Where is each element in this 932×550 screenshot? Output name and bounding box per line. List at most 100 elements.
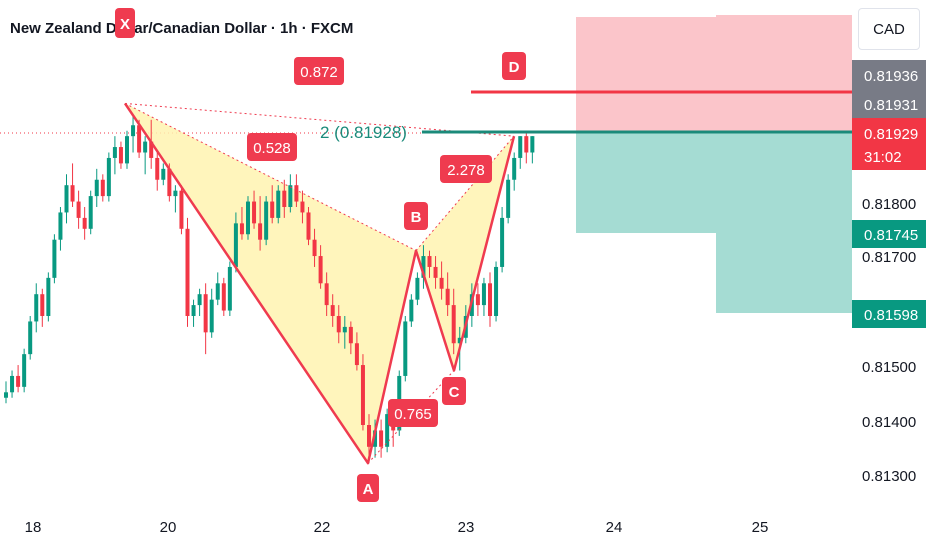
candle-body [439, 277, 444, 289]
x-tick-label: 18 [25, 519, 42, 536]
price-tag-target-1: 0.81745 [852, 220, 926, 248]
candle-body [324, 283, 329, 306]
pattern-triangle-xab [125, 103, 416, 464]
price-axis[interactable]: 0.81800 0.81700 0.81500 0.81400 0.81300 [862, 196, 916, 485]
candle-body [415, 277, 420, 300]
x-tick-label: 22 [314, 519, 331, 536]
candle-body [403, 321, 408, 376]
candle-body [58, 212, 63, 240]
ratio-line-ac [367, 370, 455, 464]
y-tick-label: 0.81800 [862, 196, 916, 213]
candle-body [227, 266, 232, 311]
candle-body [427, 256, 432, 267]
candle-body [288, 185, 293, 207]
candle-body [524, 136, 529, 153]
svg-text:0.528: 0.528 [253, 140, 291, 157]
candle-body [70, 185, 75, 202]
candle-body [22, 354, 27, 387]
candle-body [379, 430, 384, 447]
point-label-b: B [404, 202, 428, 230]
candle-body [330, 305, 335, 316]
candle-body [209, 299, 214, 333]
svg-text:0.81931: 0.81931 [864, 97, 918, 114]
stop-zone-1 [576, 17, 716, 132]
candle-body [258, 223, 263, 240]
candle-body [100, 179, 105, 197]
candle-body [276, 190, 281, 218]
candle-body [143, 141, 148, 153]
candle-body [282, 190, 287, 207]
candle-body [52, 239, 57, 278]
candle-body [433, 266, 438, 278]
y-tick-label: 0.81400 [862, 414, 916, 431]
stop-zone-2 [716, 15, 852, 132]
candle-body [173, 190, 178, 197]
svg-text:0.765: 0.765 [394, 406, 432, 423]
candle-body [221, 283, 226, 311]
y-tick-label: 0.81700 [862, 249, 916, 266]
candle-body [445, 288, 450, 306]
candle-body [475, 294, 480, 306]
candle-body [500, 217, 505, 267]
candle-body [312, 239, 317, 257]
candle-body [118, 147, 123, 164]
time-axis[interactable]: 18 20 22 23 24 25 [25, 519, 769, 536]
candle-body [409, 299, 414, 322]
candle-body [16, 375, 21, 387]
candle-body [94, 179, 99, 197]
candle-body [336, 316, 341, 333]
candle-body [239, 223, 244, 235]
candles-group [4, 114, 535, 464]
candle-body [167, 168, 172, 197]
svg-text:0.81929: 0.81929 [864, 126, 918, 143]
ratio-line-bd [415, 135, 515, 251]
y-tick-label: 0.81500 [862, 359, 916, 376]
pattern-triangle-bcd [416, 136, 514, 371]
svg-text:2.278: 2.278 [447, 162, 485, 179]
candle-body [488, 283, 492, 316]
candle-body [481, 283, 486, 306]
candle-body [300, 201, 305, 213]
point-label-x: X [115, 8, 135, 38]
svg-text:X: X [120, 16, 130, 33]
candle-body [457, 337, 462, 344]
x-tick-label: 23 [458, 519, 475, 536]
x-tick-label: 25 [752, 519, 769, 536]
candle-body [354, 343, 359, 366]
svg-text:0.872: 0.872 [300, 64, 338, 81]
svg-text:A: A [363, 481, 374, 498]
candle-body [233, 223, 238, 267]
svg-text:C: C [449, 384, 460, 401]
candle-body [512, 157, 517, 180]
candle-body [348, 326, 353, 344]
current-price-tag: 0.81929 31:02 [852, 118, 926, 170]
candle-body [264, 201, 269, 240]
svg-text:0.81745: 0.81745 [864, 227, 918, 244]
candle-body [137, 125, 142, 153]
candle-body [4, 392, 8, 398]
svg-text:0.81936: 0.81936 [864, 68, 918, 85]
candle-body [161, 168, 166, 180]
ratio-label-bd: 2.278 [440, 155, 492, 183]
candle-body [179, 190, 184, 229]
price-tag-gray-2: 0.81931 [852, 90, 926, 118]
ratio-label-xb: 0.528 [247, 133, 297, 161]
candle-body [28, 321, 33, 355]
candle-body [252, 201, 257, 224]
currency-button[interactable]: CAD [858, 8, 920, 50]
ratio-label-ac: 0.765 [388, 399, 438, 427]
candle-body [215, 283, 220, 300]
svg-text:D: D [509, 59, 520, 76]
candle-body [149, 141, 154, 158]
y-tick-label: 0.81300 [862, 468, 916, 485]
candle-body [451, 305, 456, 344]
candle-body [46, 277, 51, 316]
point-label-a: A [357, 474, 379, 502]
candle-body [112, 147, 117, 158]
candle-body [318, 256, 323, 284]
x-tick-label: 24 [606, 519, 623, 536]
candle-body [34, 294, 39, 322]
candle-body [131, 125, 136, 137]
